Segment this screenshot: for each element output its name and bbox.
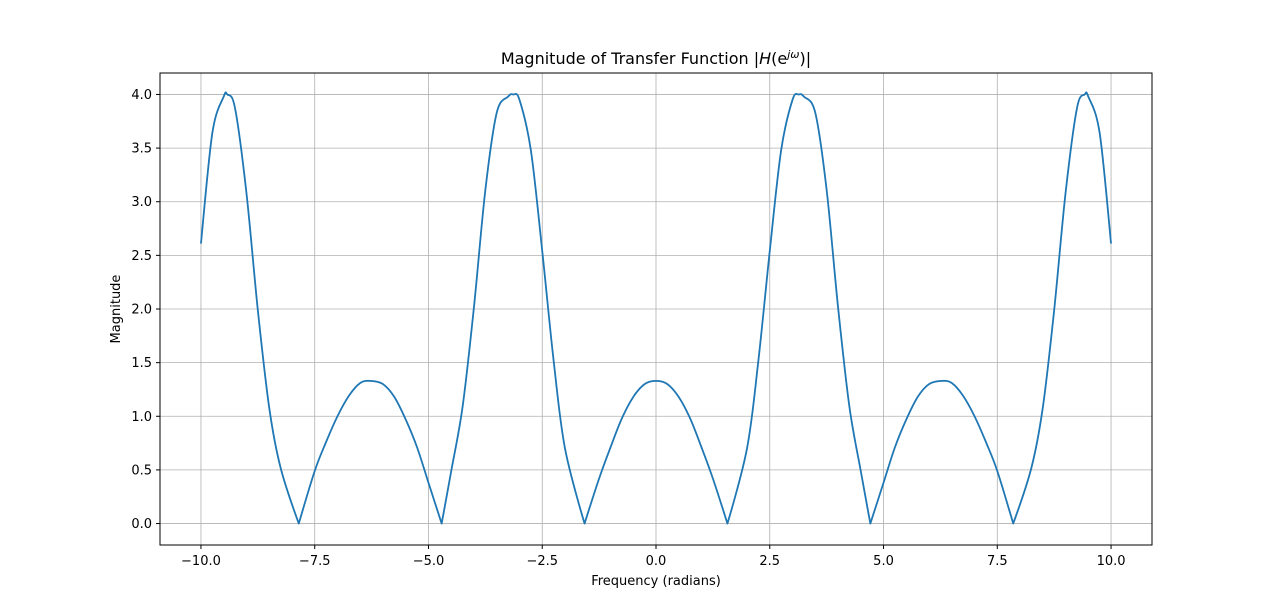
y-tick-label: 4.0 [131,88,152,103]
x-tick-label: 7.5 [987,554,1008,569]
y-tick-label: 1.0 [131,410,152,425]
y-tick-label: 3.0 [131,195,152,210]
chart-title: Magnitude of Transfer Function |H(ejω)| [501,48,811,68]
x-tick-label: 2.5 [759,554,780,569]
x-tick-label: 5.0 [873,554,894,569]
axes-frame [159,72,1153,546]
y-tick-label: 3.5 [131,142,152,157]
y-tick-label: 1.5 [131,356,152,371]
x-tick-label: 10.0 [1097,554,1126,569]
y-tick-label: 2.5 [131,249,152,264]
y-axis-label: Magnitude [109,275,124,344]
y-tick-label: 0.0 [131,517,152,532]
x-tick-label: 0.0 [646,554,667,569]
y-tick-label: 2.0 [131,303,152,318]
y-tick-label: 0.5 [131,463,152,478]
x-axis-label: Frequency (radians) [591,574,721,589]
x-tick-label: −2.5 [526,554,558,569]
plot-area [200,91,1112,525]
x-tick-label: −7.5 [299,554,331,569]
series-line [200,91,1112,525]
ticks: −10.0 −7.5 −5.0 −2.5 0.0 2.5 5.0 7.5 10.0 0.0 0.5 1… [131,88,1125,569]
grid [160,73,1152,545]
x-tick-label: −5.0 [413,554,445,569]
x-tick-label: −10.0 [181,554,221,569]
